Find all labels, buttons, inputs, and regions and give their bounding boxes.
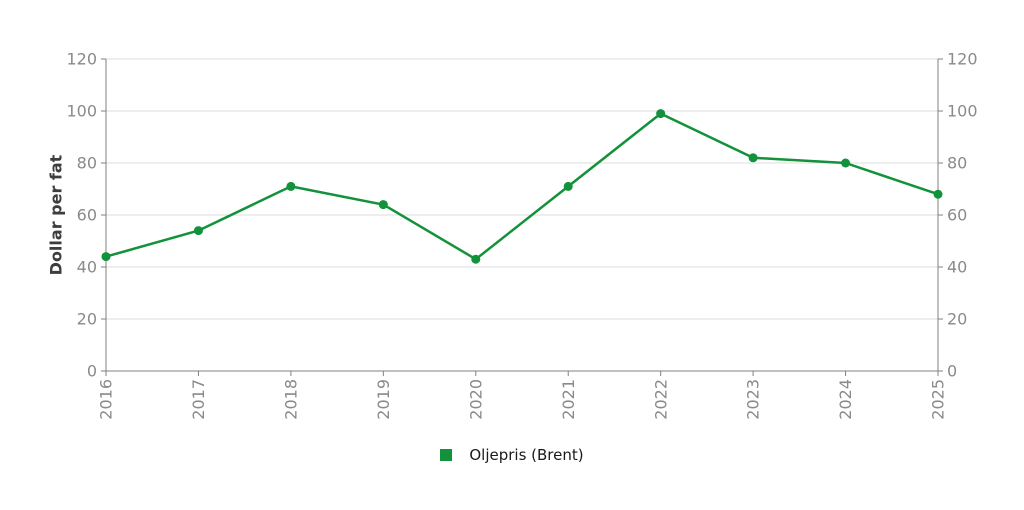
x-axis-tick-label: 2020 <box>466 379 485 420</box>
x-axis-tick-label: 2019 <box>374 379 393 420</box>
y-axis-tick-label-right: 120 <box>947 50 978 69</box>
data-point-2021 <box>563 181 573 191</box>
y-axis-tick-label-right: 0 <box>947 362 957 381</box>
y-axis-title: Dollar per fat <box>46 154 66 276</box>
y-axis-tick-label: 120 <box>66 50 97 69</box>
x-axis-tick-label: 2016 <box>97 379 116 420</box>
data-point-2016 <box>101 252 111 262</box>
x-axis-tick-label: 2023 <box>744 379 763 420</box>
y-axis-tick-label-right: 60 <box>947 206 967 225</box>
y-axis-tick-label-right: 100 <box>947 102 978 121</box>
data-point-2017 <box>193 226 203 236</box>
y-axis-tick-label: 100 <box>66 102 97 121</box>
data-point-2022 <box>656 109 666 119</box>
data-point-2020 <box>471 254 481 264</box>
data-point-2024 <box>841 158 851 168</box>
legend: Oljepris (Brent) <box>0 446 1024 464</box>
y-axis-tick-label: 80 <box>77 154 97 173</box>
series-line <box>104 112 940 261</box>
legend-swatch-icon <box>440 449 453 461</box>
x-axis-tick-label: 2021 <box>559 379 578 420</box>
y-axis-tick-label: 60 <box>77 206 97 225</box>
y-axis-tick-label: 40 <box>77 258 97 277</box>
y-axis-tick-label-right: 80 <box>947 154 967 173</box>
y-axis-tick-label-right: 20 <box>947 310 967 329</box>
legend-item-oljepris[interactable]: Oljepris (Brent) <box>440 446 584 464</box>
y-axis-tick-label: 0 <box>87 362 97 381</box>
legend-label: Oljepris (Brent) <box>469 446 584 464</box>
x-axis-tick-label: 2017 <box>189 379 208 420</box>
y-axis-tick-label: 20 <box>77 310 97 329</box>
x-axis-tick-label: 2024 <box>836 379 855 420</box>
data-point-2019 <box>378 200 388 210</box>
y-axis-tick-label-right: 40 <box>947 258 967 277</box>
x-axis-tick-label: 2022 <box>651 379 670 420</box>
x-axis-tick-label: 2025 <box>929 379 948 420</box>
x-axis-tick-label: 2018 <box>281 379 300 420</box>
data-point-2025 <box>933 189 943 199</box>
data-point-2023 <box>748 153 758 163</box>
data-point-2018 <box>286 181 296 191</box>
